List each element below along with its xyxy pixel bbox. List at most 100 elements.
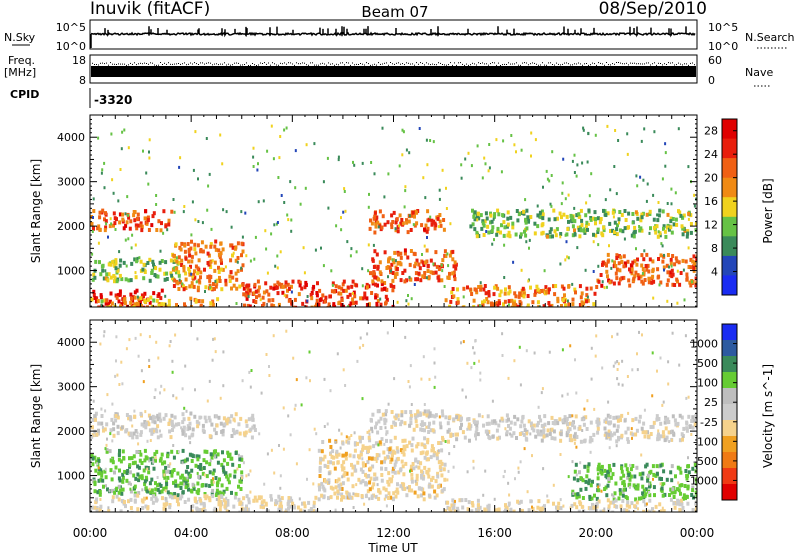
heat-cell <box>184 271 188 276</box>
heat-cell <box>215 498 218 501</box>
heat-cell <box>664 151 667 155</box>
heat-cell <box>623 226 627 231</box>
heat-cell <box>204 483 208 488</box>
heat-cell <box>423 227 426 232</box>
heat-cell <box>95 497 99 502</box>
heat-cell <box>177 270 181 275</box>
heat-cell <box>242 461 245 465</box>
heat-cell <box>434 413 438 418</box>
heat-cell <box>640 496 644 501</box>
heat-cell <box>278 504 282 509</box>
heat-cell <box>641 267 645 271</box>
heat-cell <box>181 481 185 486</box>
heat-cell <box>540 438 544 443</box>
freq-dot <box>568 63 569 65</box>
heat-cell <box>237 422 241 427</box>
freq-dot <box>136 64 137 66</box>
heat-cell <box>348 453 352 458</box>
heat-cell <box>219 396 222 400</box>
heat-cell <box>393 466 396 470</box>
heat-cell <box>495 301 499 306</box>
heat-cell <box>693 462 697 467</box>
heat-cell <box>522 432 526 437</box>
heat-cell <box>228 419 232 424</box>
freq-dot <box>588 64 589 66</box>
heat-cell <box>404 410 408 415</box>
heat-cell <box>420 423 424 428</box>
heat-cell <box>528 246 530 250</box>
heat-cell <box>342 304 345 307</box>
heat-cell <box>484 469 487 473</box>
heat-cell <box>236 467 239 471</box>
heat-cell <box>381 126 384 130</box>
x-tick-label: 00:00 <box>73 526 108 540</box>
heat-cell <box>105 272 109 277</box>
heat-cell <box>208 278 212 283</box>
freq-dot <box>318 64 319 66</box>
colorbar-segment <box>722 158 737 179</box>
heat-cell <box>674 474 677 479</box>
heat-cell <box>659 482 662 486</box>
heat-cell <box>562 157 565 161</box>
heat-cell <box>533 351 536 355</box>
heat-cell <box>624 463 628 468</box>
heat-cell <box>578 470 581 475</box>
heat-cell <box>337 483 341 488</box>
heat-cell <box>379 302 383 307</box>
heat-cell <box>234 258 238 263</box>
heat-cell <box>335 224 338 228</box>
colorbar-frame <box>721 118 738 296</box>
heat-cell <box>517 466 520 470</box>
heat-cell <box>440 263 443 267</box>
heat-cell <box>695 481 697 486</box>
heat-cell <box>103 228 107 233</box>
heat-cell <box>496 226 500 231</box>
heat-cell <box>629 474 633 479</box>
heat-cell <box>221 491 225 496</box>
heat-cell <box>245 283 249 288</box>
heat-cell <box>233 495 237 500</box>
heat-cell <box>415 477 419 482</box>
heat-cell <box>177 450 180 454</box>
colorbar-segment <box>722 236 737 257</box>
heat-cell <box>483 219 487 224</box>
heat-cell <box>333 304 337 307</box>
freq-dot <box>548 62 549 64</box>
heat-cell <box>116 293 120 298</box>
freq-dot <box>382 63 383 65</box>
heat-cell <box>415 473 419 478</box>
heat-cell <box>366 445 370 450</box>
heat-cell <box>405 444 409 449</box>
heat-cell <box>595 508 599 512</box>
heat-cell <box>409 464 413 469</box>
heat-cell <box>130 296 133 301</box>
heat-cell <box>560 202 563 206</box>
heat-cell <box>582 505 585 509</box>
heat-cell <box>585 286 589 291</box>
heat-cell <box>575 174 578 178</box>
freq-dot <box>542 62 543 64</box>
heat-cell <box>103 186 106 190</box>
heat-cell <box>430 444 434 449</box>
heat-cell <box>279 135 282 138</box>
heat-cell <box>556 421 560 426</box>
heat-cell <box>219 503 223 508</box>
heat-cell <box>197 454 201 459</box>
heat-cell <box>459 426 463 431</box>
freq-dot <box>586 63 587 64</box>
heat-cell <box>105 443 108 447</box>
heat-cell <box>538 507 542 511</box>
heat-cell <box>207 184 210 188</box>
heat-cell <box>662 434 666 439</box>
heat-cell <box>464 157 467 161</box>
heat-cell <box>155 298 159 303</box>
heat-cell <box>596 417 600 422</box>
heat-cell <box>114 261 118 266</box>
heat-cell <box>241 249 245 254</box>
heat-cell <box>190 281 194 286</box>
heat-cell <box>261 295 265 300</box>
heat-cell <box>192 284 196 289</box>
heat-cell <box>302 501 306 506</box>
heat-cell <box>571 297 575 302</box>
heat-cell <box>228 279 232 283</box>
